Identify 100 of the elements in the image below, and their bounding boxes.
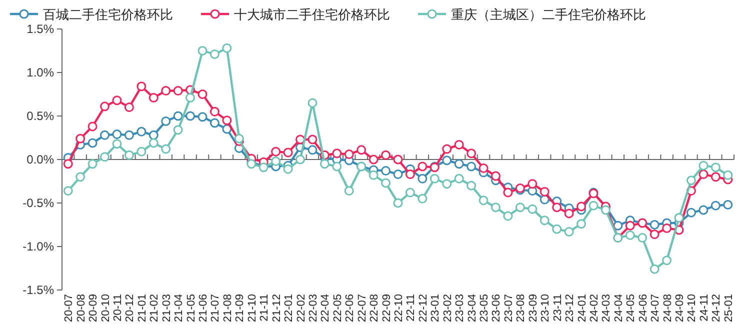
point: [356, 145, 366, 155]
x-tick-label: 23-01: [430, 294, 442, 322]
x-tick-label: 20-08: [75, 294, 88, 322]
point: [478, 196, 488, 206]
point: [283, 148, 293, 158]
x-tick-label: 23-07: [502, 294, 515, 322]
point: [552, 224, 562, 234]
x-tick-label: 22-02: [295, 294, 308, 322]
point: [466, 148, 476, 158]
point: [112, 130, 122, 140]
point: [308, 134, 318, 144]
point: [674, 213, 684, 223]
point: [100, 102, 110, 112]
point: [698, 205, 708, 215]
x-tick-label: 21-11: [258, 294, 271, 322]
point: [344, 150, 354, 160]
point: [100, 130, 110, 140]
point: [148, 92, 158, 102]
point: [88, 138, 98, 148]
point: [503, 211, 513, 221]
point: [710, 162, 720, 172]
point: [393, 154, 403, 164]
x-tick-label: 25-01: [722, 294, 735, 322]
point: [613, 220, 623, 230]
point: [600, 205, 610, 215]
point: [161, 86, 171, 96]
x-tick-label: 20-12: [124, 294, 136, 322]
point: [308, 98, 318, 108]
point: [148, 138, 158, 148]
point: [528, 204, 538, 214]
point: [332, 148, 342, 158]
x-tick-label: 24-06: [637, 294, 650, 322]
point: [136, 126, 146, 136]
x-tick-label: 23-06: [490, 294, 503, 322]
point: [650, 230, 660, 240]
point: [466, 162, 476, 172]
point: [466, 180, 476, 190]
point: [405, 170, 415, 180]
point: [112, 139, 122, 149]
point: [490, 202, 500, 212]
point: [283, 164, 293, 174]
point: [478, 163, 488, 173]
point: [442, 144, 452, 154]
point: [296, 154, 306, 164]
x-tick-label: 21-08: [222, 294, 234, 322]
x-tick-label: 24-09: [674, 294, 686, 322]
point: [564, 208, 574, 218]
x-tick-label: 22-05: [332, 294, 344, 322]
point: [588, 200, 598, 210]
x-tick-label: 23-02: [442, 294, 454, 322]
point: [540, 216, 550, 226]
point: [576, 219, 586, 229]
point: [124, 130, 134, 140]
point: [405, 188, 415, 198]
y-tick-label: 1.5%: [26, 22, 54, 36]
point: [686, 176, 696, 186]
x-tick-label: 24-08: [662, 294, 674, 322]
x-tick-label: 24-10: [686, 294, 698, 322]
point: [515, 202, 525, 212]
x-tick-label: 20-10: [100, 294, 112, 322]
x-tick-label: 22-08: [368, 294, 381, 322]
point: [418, 162, 428, 172]
point: [173, 125, 183, 135]
point: [344, 186, 354, 196]
point: [381, 178, 391, 188]
point: [198, 112, 208, 122]
point: [124, 102, 134, 112]
point: [698, 160, 708, 170]
point: [650, 264, 660, 274]
y-tick-label: -1.0%: [22, 240, 54, 254]
y-tick-label: 0.5%: [26, 109, 54, 123]
y-tick-label: 0.0%: [26, 152, 54, 166]
x-tick-label: 21-06: [198, 294, 210, 322]
point: [564, 226, 574, 236]
point: [490, 171, 500, 181]
point: [136, 82, 146, 92]
point: [222, 116, 232, 126]
point: [442, 156, 452, 166]
point: [723, 170, 733, 180]
x-tick-label: 20-11: [112, 294, 124, 322]
point: [418, 194, 428, 204]
point: [148, 130, 158, 140]
x-tick-label: 23-09: [527, 294, 540, 322]
point: [173, 86, 183, 96]
x-tick-label: 23-10: [540, 294, 552, 322]
x-tick-label: 22-03: [307, 294, 320, 322]
point: [454, 174, 464, 184]
point: [210, 106, 220, 116]
point: [271, 146, 281, 156]
point: [723, 200, 733, 210]
x-tick-label: 24-07: [650, 294, 662, 322]
x-tick-label: 24-02: [588, 294, 600, 322]
x-tick-label: 22-10: [393, 294, 405, 322]
x-tick-label: 21-01: [136, 294, 148, 322]
point: [503, 188, 513, 198]
point: [76, 134, 86, 144]
point: [662, 256, 672, 266]
legend-label: 百城二手住宅价格环比: [43, 7, 173, 22]
point: [63, 159, 73, 169]
point: [234, 134, 244, 144]
